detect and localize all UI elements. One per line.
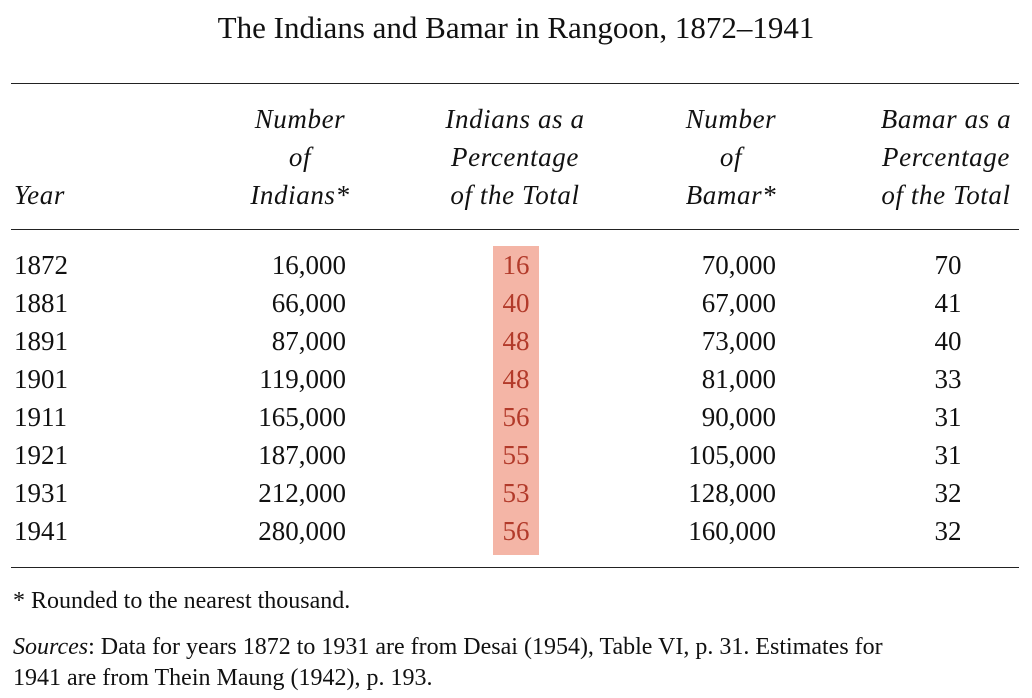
cell-bamar-percentage: 70 [934, 250, 962, 280]
header-year-label: Year [14, 180, 65, 210]
header-line: Bamar as a [880, 104, 1012, 134]
header-line: Indians as a [445, 104, 585, 134]
cell-year: 1901 [14, 364, 68, 394]
cell-indians-percentage: 55 [502, 440, 530, 470]
table-title: The Indians and Bamar in Rangoon, 1872–1… [217, 10, 815, 45]
sources-label: Sources [13, 634, 89, 660]
cell-number-of-indians: 119,000 [259, 364, 346, 394]
cell-number-of-bamar: 128,000 [688, 478, 776, 508]
header-indians-percentage: Indians as a Percentage of the Total [415, 100, 615, 214]
cell-number-of-bamar: 90,000 [701, 402, 776, 432]
cell-bamar-percentage: 31 [934, 440, 962, 470]
cell-number-of-indians: 66,000 [271, 288, 346, 318]
cell-number-of-indians: 16,000 [271, 250, 346, 280]
table-row: 1872 16,000 16 70,000 70 [0, 248, 1032, 286]
cell-number-of-bamar: 81,000 [701, 364, 776, 394]
sources-line-2: 1941 are from Thein Maung (1942), p. 193… [13, 665, 433, 691]
header-line: Percentage [451, 142, 579, 172]
cell-bamar-percentage: 31 [934, 402, 962, 432]
cell-year: 1921 [14, 440, 68, 470]
cell-bamar-percentage: 32 [934, 478, 962, 508]
cell-number-of-bamar: 73,000 [701, 326, 776, 356]
header-number-of-indians: Number of Indians* [200, 100, 400, 214]
header-line: of [288, 142, 312, 172]
table-row: 1881 66,000 40 67,000 41 [0, 286, 1032, 324]
header-line: Bamar* [685, 180, 777, 210]
header-line: of the Total [881, 180, 1011, 210]
cell-number-of-bamar: 67,000 [701, 288, 776, 318]
header-line: Percentage [882, 142, 1010, 172]
cell-indians-percentage: 53 [502, 478, 530, 508]
header-number-of-bamar: Number of Bamar* [631, 100, 831, 214]
header-line: Number [685, 104, 777, 134]
header-line: Number [254, 104, 346, 134]
cell-bamar-percentage: 32 [934, 516, 962, 546]
cell-year: 1941 [14, 516, 68, 546]
indians-percentage-highlight [493, 246, 539, 555]
cell-year: 1891 [14, 326, 68, 356]
cell-number-of-bamar: 160,000 [688, 516, 776, 546]
cell-year: 1881 [14, 288, 68, 318]
top-rule [11, 83, 1019, 84]
cell-indians-percentage: 48 [502, 326, 530, 356]
cell-year: 1911 [14, 402, 67, 432]
cell-number-of-bamar: 105,000 [688, 440, 776, 470]
cell-year: 1872 [14, 250, 68, 280]
table-row: 1931 212,000 53 128,000 32 [0, 476, 1032, 514]
cell-indians-percentage: 48 [502, 364, 530, 394]
cell-indians-percentage: 56 [502, 402, 530, 432]
cell-indians-percentage: 56 [502, 516, 530, 546]
cell-indians-percentage: 16 [502, 250, 530, 280]
table-row: 1901 119,000 48 81,000 33 [0, 362, 1032, 400]
header-year: Year [14, 176, 65, 214]
sources-line-1: Sources: Data for years 1872 to 1931 are… [13, 632, 1023, 663]
header-rule [11, 229, 1019, 230]
header-line: of the Total [450, 180, 580, 210]
cell-bamar-percentage: 33 [934, 364, 962, 394]
footnote: * Rounded to the nearest thousand. [13, 588, 351, 614]
bottom-rule [11, 567, 1019, 568]
table-row: 1921 187,000 55 105,000 31 [0, 438, 1032, 476]
header-line: Indians* [250, 180, 350, 210]
cell-bamar-percentage: 41 [934, 288, 962, 318]
table-body: 1872 16,000 16 70,000 70 1881 66,000 40 … [0, 248, 1032, 552]
cell-number-of-indians: 165,000 [258, 402, 346, 432]
cell-indians-percentage: 40 [502, 288, 530, 318]
table-row: 1941 280,000 56 160,000 32 [0, 514, 1032, 552]
table-row: 1891 87,000 48 73,000 40 [0, 324, 1032, 362]
cell-number-of-indians: 187,000 [258, 440, 346, 470]
cell-bamar-percentage: 40 [934, 326, 962, 356]
cell-number-of-indians: 212,000 [258, 478, 346, 508]
header-bamar-percentage: Bamar as a Percentage of the Total [846, 100, 1032, 214]
cell-number-of-bamar: 70,000 [701, 250, 776, 280]
table-row: 1911 165,000 56 90,000 31 [0, 400, 1032, 438]
cell-number-of-indians: 280,000 [258, 516, 346, 546]
header-line: of [719, 142, 743, 172]
cell-number-of-indians: 87,000 [271, 326, 346, 356]
sources-note: Sources: Data for years 1872 to 1931 are… [13, 632, 1023, 694]
sources-text-1: : Data for years 1872 to 1931 are from D… [88, 634, 883, 660]
cell-year: 1931 [14, 478, 68, 508]
